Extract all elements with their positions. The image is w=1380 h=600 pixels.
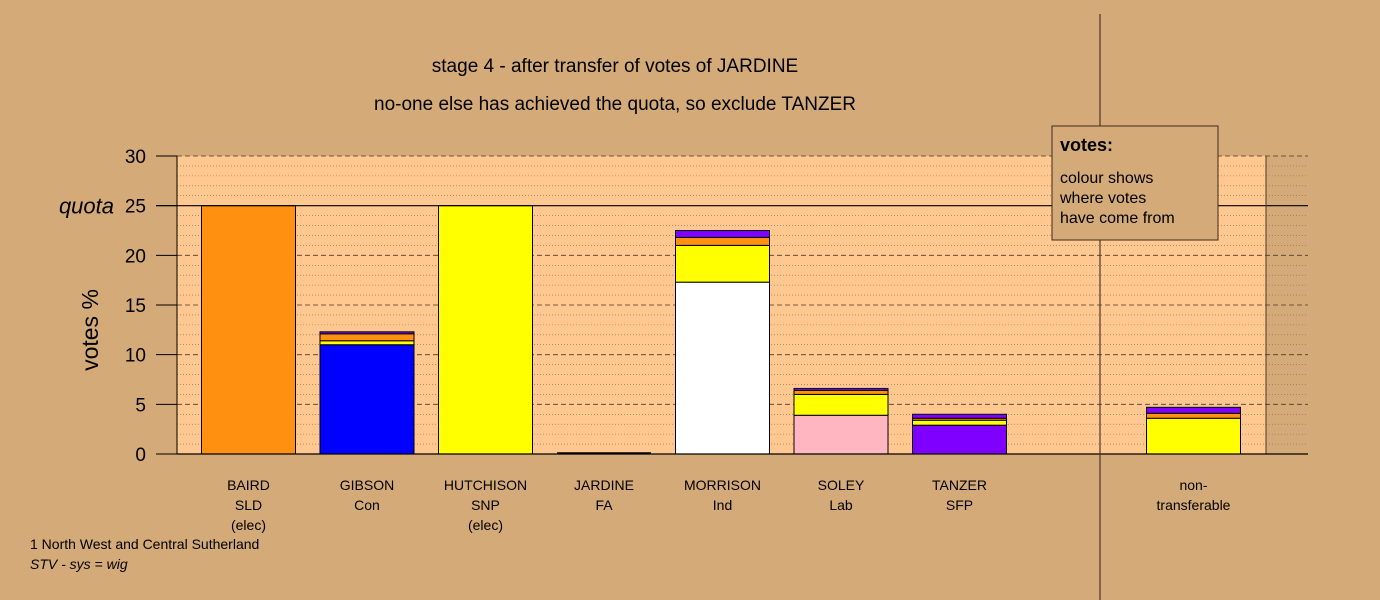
footer-constituency: 1 North West and Central Sutherland [30, 536, 259, 552]
bar-morrison-label: Ind [713, 497, 732, 513]
bar-morrison-label: MORRISON [684, 477, 761, 493]
bar-gibson-label: GIBSON [340, 477, 394, 493]
bar-baird-label: (elec) [231, 517, 266, 533]
bar-jardine-label: JARDINE [574, 477, 634, 493]
y-tick-label: 15 [125, 296, 146, 317]
bar-hutchison-label: (elec) [468, 517, 503, 533]
bar-soley-segment-1 [793, 393, 889, 416]
legend-line-3: have come from [1060, 210, 1175, 227]
bar-gibson-segment-0 [319, 344, 415, 455]
bar-hutchison-segment-0 [438, 205, 533, 455]
bar-tanzer-label: TANZER [932, 477, 987, 493]
bar-morrison-segment-1 [675, 244, 770, 283]
title-line-2: no-one else has achieved the quota, so e… [374, 94, 856, 115]
title-line-1: stage 4 - after transfer of votes of JAR… [432, 56, 798, 77]
bar-gibson-label: Con [354, 497, 380, 513]
bar-non-transferable-label: transferable [1157, 497, 1231, 513]
bar-morrison-segment-2 [675, 236, 770, 246]
bar-soley-segment-0 [793, 414, 889, 455]
bar-jardine-label: FA [595, 497, 613, 513]
y-tick-label: 25 [125, 197, 146, 218]
bars [201, 205, 1241, 455]
bar-tanzer-label: SFP [946, 497, 973, 513]
bar-morrison-segment-3 [675, 230, 770, 238]
bar-hutchison-label: HUTCHISON [444, 477, 527, 493]
footer-system: STV - sys = wig [30, 556, 128, 572]
bar-tanzer-segment-3 [912, 413, 1007, 419]
legend-line-2: where votes [1059, 190, 1146, 207]
bar-soley-segment-3 [793, 387, 889, 391]
y-tick-label: 0 [135, 445, 146, 466]
bar-gibson-segment-1 [319, 340, 415, 346]
legend-line-1: colour shows [1060, 170, 1153, 187]
y-tick-label: 5 [135, 395, 146, 416]
bar-soley-label: SOLEY [818, 477, 865, 493]
y-tick-labels: 0 5 10 15 20 25 30 [125, 147, 146, 466]
bar-soley-segment-2 [793, 389, 889, 395]
bar-gibson-segment-2 [319, 333, 415, 342]
bar-non-transferable-segment-2 [1146, 406, 1241, 414]
y-tick-label: 20 [125, 246, 146, 267]
bar-morrison-segment-0 [675, 281, 770, 455]
bar-soley-label: Lab [829, 497, 853, 513]
y-tick-label: 30 [125, 147, 146, 168]
bar-baird-segment-0 [201, 205, 296, 455]
bar-tanzer-segment-1 [912, 419, 1007, 426]
y-axis-label: votes % [77, 289, 103, 371]
y-tick-label: 10 [125, 346, 146, 367]
bar-non-transferable-label: non- [1179, 477, 1207, 493]
legend-title: votes: [1060, 135, 1113, 155]
bar-non-transferable-segment-0 [1146, 417, 1241, 455]
legend-box: votes: colour shows where votes have com… [1051, 125, 1219, 241]
bar-tanzer-segment-0 [912, 424, 1007, 455]
bar-hutchison-label: SNP [471, 497, 500, 513]
legend-frame [1051, 125, 1219, 241]
bar-non-transferable-segment-1 [1146, 412, 1241, 419]
bar-baird-label: SLD [235, 497, 262, 513]
bar-gibson-segment-3 [319, 331, 415, 335]
bar-baird-label: BAIRD [227, 477, 270, 493]
category-labels: BAIRD SLD (elec) GIBSON Con HUTCHISON SNP (elec… [227, 477, 1231, 533]
quota-label: quota [59, 194, 114, 219]
